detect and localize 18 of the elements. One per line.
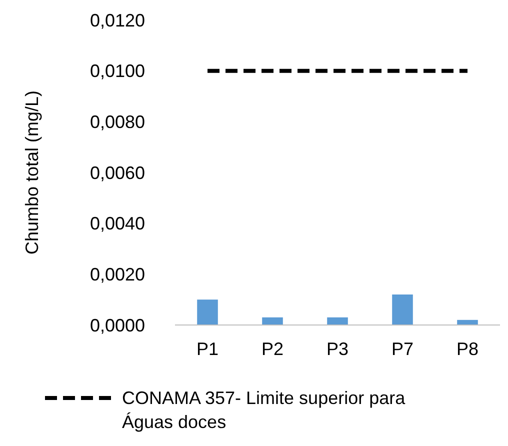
x-tick-label: P1 [196, 339, 219, 359]
x-tick-label: P3 [326, 339, 349, 359]
y-tick-label: 0,0100 [90, 61, 145, 82]
y-tick-label: 0,0040 [90, 214, 145, 234]
y-tick-label: 0,0020 [90, 264, 145, 284]
bar [392, 294, 413, 325]
x-tick-label: P2 [261, 339, 284, 359]
y-tick-label: 0,0120 [90, 10, 145, 30]
x-tick-label: P8 [456, 339, 479, 359]
y-tick-label: 0,0060 [90, 162, 145, 183]
y-axis-title: Chumbo total (mg/L) [22, 90, 42, 255]
legend-label: CONAMA 357- Limite superior para Águas doces [122, 388, 406, 432]
bar [262, 317, 283, 325]
y-tick-label: 0,0000 [90, 315, 145, 336]
y-tick-label: 0,0080 [90, 112, 145, 132]
x-tick-label: P7 [391, 339, 414, 359]
bar [327, 317, 348, 325]
bar [197, 300, 218, 325]
